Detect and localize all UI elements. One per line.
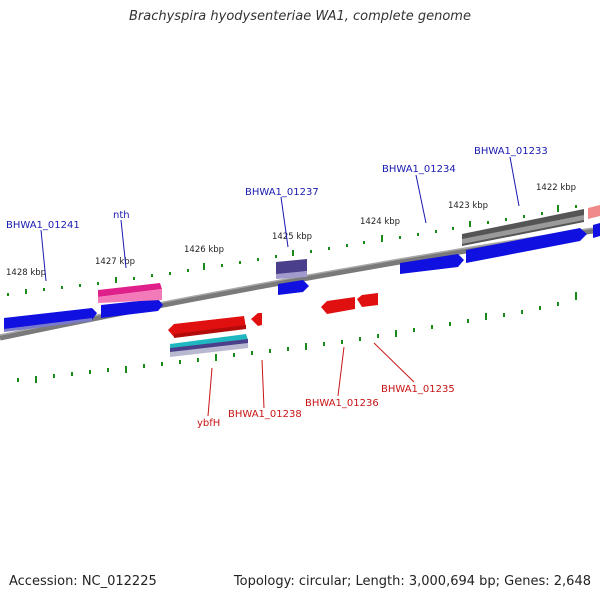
gene-label-bottom: BHWA1_01238 [228, 409, 302, 420]
gene-reverse[interactable] [357, 293, 378, 307]
tick-label: 1427 kbp [95, 257, 135, 267]
gene-label-top: BHWA1_01234 [382, 164, 456, 175]
tick-label: 1422 kbp [536, 183, 576, 193]
gene-label-top: nth [113, 210, 130, 221]
topology-text: Topology: circular; Length: 3,000,694 bp… [233, 574, 591, 589]
outer-scale-ticks [7, 205, 577, 296]
forward-genes [4, 205, 600, 332]
gene-forward[interactable] [98, 283, 162, 297]
tick-label: 1426 kbp [184, 245, 224, 255]
accession-text: Accession: NC_012225 [9, 574, 157, 589]
gene-forward[interactable] [278, 280, 309, 295]
gene-label-top: BHWA1_01233 [474, 146, 548, 157]
gene-reverse[interactable] [168, 316, 246, 337]
gene-forward[interactable] [466, 228, 587, 263]
gene-reverse[interactable] [251, 313, 262, 326]
tick-label: 1423 kbp [448, 201, 488, 211]
gene-label-top: BHWA1_01237 [245, 187, 319, 198]
gene-label-top: BHWA1_01241 [6, 220, 80, 231]
tick-label: 1428 kbp [6, 268, 46, 278]
inner-scale-ticks [17, 292, 577, 383]
gene-reverse[interactable] [321, 297, 355, 314]
gene-label-bottom: ybfH [197, 418, 220, 429]
gene-forward[interactable] [400, 254, 464, 274]
gene-forward[interactable] [101, 299, 163, 318]
gene-label-bottom: BHWA1_01236 [305, 398, 379, 409]
gene-forward[interactable] [276, 259, 307, 275]
gene-forward[interactable] [4, 308, 97, 331]
tick-label: 1424 kbp [360, 217, 400, 227]
reverse-genes [168, 293, 378, 357]
tick-label: 1425 kbp [272, 232, 312, 242]
gene-label-bottom: BHWA1_01235 [381, 384, 455, 395]
map-title: Brachyspira hyodysenteriae WA1, complete… [129, 9, 471, 24]
